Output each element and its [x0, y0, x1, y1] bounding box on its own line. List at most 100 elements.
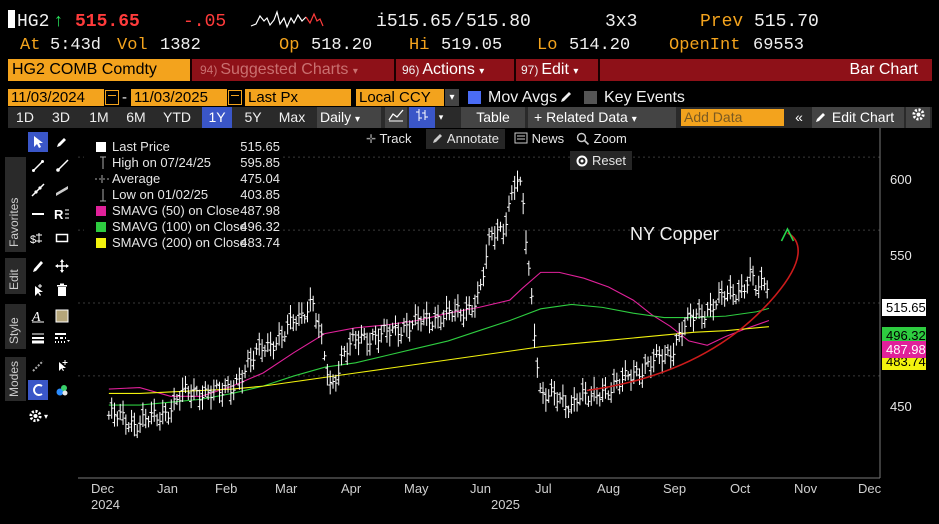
tab-modes[interactable]: Modes: [5, 357, 26, 401]
price-bar: [634, 361, 639, 377]
crosshair-tool-icon[interactable]: [52, 356, 72, 376]
legend-smavg-50: SMAVG (50) on Close 487.98: [84, 203, 280, 219]
add-data-input[interactable]: Add Data: [681, 109, 784, 126]
smavg-100-badge: 496.32: [882, 327, 926, 344]
key-events-checkbox[interactable]: [584, 91, 597, 104]
settings-gear-icon[interactable]: ▾: [28, 406, 48, 426]
text-style-icon[interactable]: A: [28, 306, 48, 326]
mov-avgs-checkbox[interactable]: [468, 91, 481, 104]
news-tool[interactable]: News: [514, 129, 564, 149]
period-1m[interactable]: 1M: [89, 109, 109, 125]
openint-label: OpenInt: [669, 36, 741, 55]
select-add-tool-icon[interactable]: [28, 280, 48, 300]
extended-line-tool-icon[interactable]: [28, 180, 48, 200]
snap-mode-icon[interactable]: [28, 380, 48, 400]
fill-color-icon[interactable]: [52, 306, 72, 326]
related-data-menu[interactable]: + Related Data ▾: [528, 107, 676, 128]
net-change: -.05: [183, 12, 227, 32]
start-date-field[interactable]: 11/03/2024: [8, 89, 104, 106]
trendline-tool-icon[interactable]: [28, 156, 48, 176]
currency-select[interactable]: Local CCY: [356, 89, 444, 106]
track-tool[interactable]: ✛ Track: [366, 131, 412, 146]
zoom-tool[interactable]: Zoom: [576, 129, 627, 149]
price-field-select[interactable]: Last Px: [245, 89, 351, 106]
price-bar: [458, 308, 463, 322]
xtick-dec-2: Dec: [858, 481, 882, 496]
bid-ask-prefix: i: [376, 12, 387, 32]
price-bar: [606, 390, 611, 401]
tab-style[interactable]: Style: [5, 304, 26, 349]
mov-avgs-label[interactable]: Mov Avgs: [488, 89, 558, 106]
price-bar: [183, 375, 188, 394]
calendar-icon[interactable]: [105, 90, 119, 105]
price-bars: [106, 170, 770, 439]
bar-chart-icon[interactable]: [409, 107, 435, 128]
price-bar: [722, 291, 727, 307]
currency-dropdown-icon[interactable]: ▾: [445, 89, 459, 106]
ruler-tool-icon[interactable]: [28, 356, 48, 376]
rectangle-tool-icon[interactable]: [52, 228, 72, 248]
ticker-symbol[interactable]: HG2: [17, 12, 50, 32]
period-3d[interactable]: 3D: [52, 109, 70, 125]
price-bar: [475, 281, 480, 305]
chart-style-dropdown-icon[interactable]: ▾: [436, 107, 446, 128]
brush-tool-icon[interactable]: [28, 256, 48, 276]
price-bar: [370, 328, 375, 341]
price-bar: [336, 361, 341, 386]
line-weight-icon[interactable]: [28, 328, 48, 348]
period-ytd[interactable]: YTD: [163, 109, 191, 125]
reset-zoom-button[interactable]: Reset: [570, 151, 632, 170]
price-bar: [765, 280, 770, 299]
trash-icon[interactable]: [52, 280, 72, 300]
horizontal-line-tool-icon[interactable]: [28, 204, 48, 224]
price-bar: [339, 345, 344, 366]
line-style-icon[interactable]: [52, 328, 72, 348]
gear-icon[interactable]: [906, 107, 930, 128]
price-bar: [146, 415, 151, 428]
xtick-apr: Apr: [341, 481, 362, 496]
price-bar: [189, 384, 194, 409]
pointer-tool-icon[interactable]: [28, 132, 48, 152]
suggested-charts-menu[interactable]: 94) Suggested Charts ▾: [200, 61, 358, 78]
table-button[interactable]: Table: [461, 107, 525, 128]
security-field[interactable]: HG2 COMB Comdty: [8, 59, 190, 81]
price-range-tool-icon[interactable]: $: [28, 228, 48, 248]
ray-tool-icon[interactable]: [52, 156, 72, 176]
period-6m[interactable]: 6M: [126, 109, 146, 125]
ytick-450: 450: [890, 399, 912, 414]
color-mode-icon[interactable]: [52, 380, 72, 400]
end-date-field[interactable]: 11/03/2025: [131, 89, 227, 106]
retracement-tool-icon[interactable]: R: [52, 204, 72, 224]
open-price: 518.20: [311, 36, 373, 55]
key-events-label[interactable]: Key Events: [604, 89, 685, 106]
frequency-select[interactable]: Daily ▾: [317, 107, 381, 128]
edit-menu[interactable]: 97) Edit ▾: [521, 61, 579, 78]
calendar-icon[interactable]: [228, 90, 242, 105]
tab-favorites[interactable]: Favorites: [5, 157, 26, 252]
line-chart-icon[interactable]: [385, 107, 407, 128]
collapse-left-icon[interactable]: «: [788, 107, 810, 128]
price-bar: [243, 364, 248, 379]
actions-menu[interactable]: 96) Actions ▾: [402, 61, 485, 78]
xtick-sep: Sep: [663, 481, 687, 496]
tab-edit[interactable]: Edit: [5, 258, 26, 294]
chart-annotation-text[interactable]: NY Copper: [630, 224, 719, 244]
price-bar: [140, 402, 145, 427]
vol-label: Vol: [117, 36, 148, 55]
pencil-icon[interactable]: [558, 89, 574, 105]
last-price-badge: 515.65: [882, 299, 926, 316]
period-max[interactable]: Max: [278, 109, 306, 125]
pen-tool-icon[interactable]: [52, 132, 72, 152]
period-1y[interactable]: 1Y: [202, 107, 232, 128]
command-bar: HG2 COMB Comdty 94) Suggested Charts ▾ 96…: [8, 59, 932, 81]
annotate-tool[interactable]: Annotate: [426, 129, 505, 149]
price-bar: [348, 332, 353, 356]
channel-tool-icon[interactable]: [52, 180, 72, 200]
price-bar: [138, 415, 143, 433]
move-tool-icon[interactable]: [52, 256, 72, 276]
edit-chart-button[interactable]: Edit Chart: [812, 107, 904, 128]
period-5y[interactable]: 5Y: [244, 109, 262, 125]
price-bar: [331, 374, 336, 389]
period-1d[interactable]: 1D: [16, 109, 34, 125]
